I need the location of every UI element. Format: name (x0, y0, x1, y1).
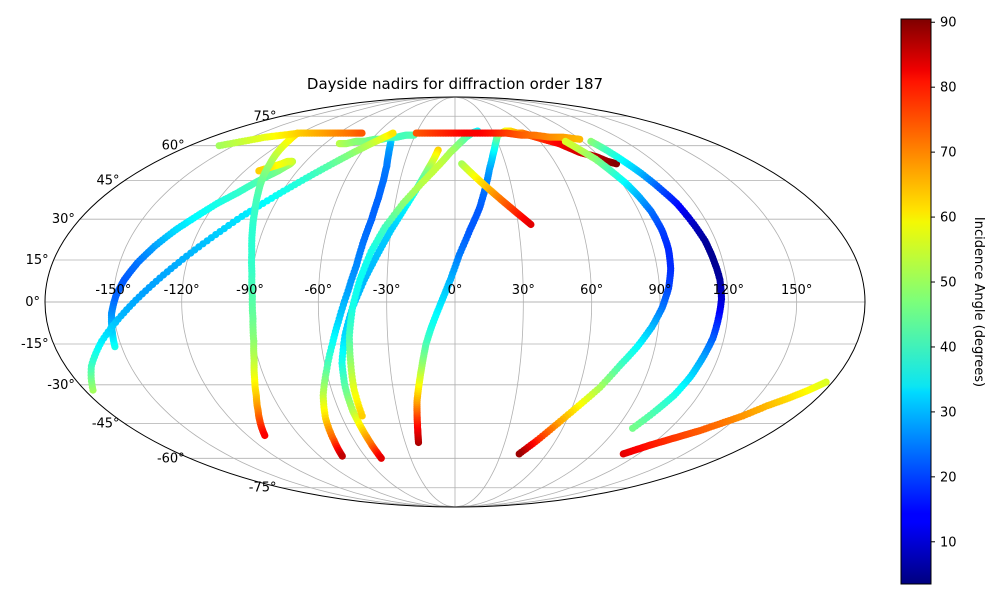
x-tick-label: -90° (236, 283, 264, 298)
colorbar-tick-label: 10 (940, 535, 957, 550)
y-tick-label: -45° (92, 416, 120, 431)
data-point (358, 129, 366, 137)
colorbar-tick-label: 40 (940, 340, 957, 355)
y-tick-label: 75° (253, 109, 276, 124)
x-tick-label: -60° (304, 283, 332, 298)
y-tick-label: 45° (97, 174, 120, 189)
y-tick-label: 60° (162, 139, 185, 154)
colorbar-ticks: 10 20 30 40 50 60 70 80 90 (931, 16, 957, 550)
y-tick-label: -15° (21, 337, 49, 352)
data-point (261, 431, 269, 440)
map-boundary (44, 96, 866, 508)
data-point (527, 220, 535, 229)
y-tick-label: -60° (157, 451, 185, 466)
colorbar-tick-label: 50 (940, 276, 957, 291)
x-tick-label: 0° (448, 283, 463, 298)
colorbar-tick-label: 20 (940, 470, 957, 485)
chart-title: Dayside nadirs for diffraction order 187 (307, 75, 603, 93)
colorbar-tick-label: 80 (940, 81, 957, 96)
colorbar: 10 20 30 40 50 60 70 80 90 Incidence Angle (degr… (900, 16, 986, 585)
x-tick-label: -30° (373, 283, 401, 298)
x-tick-label: 120° (713, 283, 744, 298)
colorbar-tick-label: 90 (940, 16, 957, 31)
data-point (377, 454, 385, 462)
data-point (338, 452, 346, 460)
x-tick-labels: -150° -120° -90° -60° -30° 0° 30° 60° 90° 120° 150… (95, 283, 812, 298)
colorbar-label: Incidence Angle (degrees) (971, 217, 986, 387)
x-tick-label: 60° (580, 283, 603, 298)
colorbar-gradient (900, 18, 932, 585)
data-point (255, 167, 263, 175)
x-tick-label: 150° (781, 283, 812, 298)
colorbar-tick-label: 30 (940, 405, 957, 420)
data-point (389, 129, 397, 137)
y-tick-labels: 75° 60° 45° 30° 15° 0° -15° -30° -45° -60° -75° (21, 109, 277, 495)
y-tick-label: 30° (52, 212, 75, 227)
data-point (822, 378, 830, 386)
y-tick-label: -75° (249, 481, 277, 496)
y-tick-label: 15° (26, 253, 49, 268)
data-point (358, 412, 366, 420)
colorbar-tick-label: 60 (940, 211, 957, 226)
x-tick-label: -150° (95, 283, 131, 298)
data-point (515, 450, 523, 458)
colorbar-tick-label: 70 (940, 146, 957, 161)
data-point (629, 424, 637, 432)
scatter-points (87, 127, 830, 462)
y-tick-label: 0° (25, 295, 40, 310)
graticule-grid (45, 96, 865, 508)
x-tick-label: -120° (164, 283, 200, 298)
data-point (576, 135, 584, 143)
y-tick-label: -30° (47, 378, 75, 393)
x-tick-label: 90° (648, 283, 671, 298)
data-point (612, 160, 621, 168)
x-tick-label: 30° (512, 283, 535, 298)
